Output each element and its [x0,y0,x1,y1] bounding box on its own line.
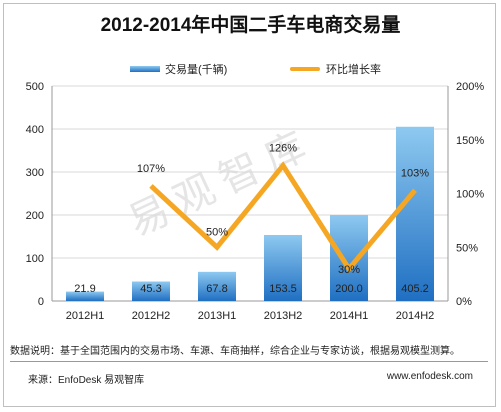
x-tick-label: 2012H1 [66,310,105,322]
growth-rate-label: 30% [338,264,360,276]
growth-rate-label: 107% [137,163,165,175]
y-left-tick-label: 300 [26,167,44,179]
y-left-tick-label: 100 [26,253,44,265]
bar [66,291,104,301]
bar-value-label: 45.3 [140,283,161,295]
chart-title: 2012-2014年中国二手车电商交易量 [100,15,401,36]
legend-bar-entry: 交易量(千辆) [130,62,227,76]
x-tick-label: 2013H2 [264,310,303,322]
legend-line-label: 环比增长率 [326,64,381,76]
legend-line-entry: 环比增长率 [290,62,381,76]
website-text: www.enfodesk.com [386,371,473,382]
bar-value-label: 405.2 [401,283,429,295]
legend-line-swatch [290,67,320,71]
bar-value-label: 21.9 [74,283,95,295]
data-note: 数据说明：基于全国范围内的交易市场、车源、车商抽样，综合企业与专家访谈，根据易观… [10,342,488,362]
bar-value-label: 200.0 [335,283,363,295]
growth-rate-label: 126% [269,143,297,155]
source-text: 来源：EnfoDesk 易观智库 [28,375,145,386]
legend-bar-label: 交易量(千辆) [165,64,228,76]
bar [132,281,170,301]
x-tick-label: 2012H2 [132,310,171,322]
y-right-tick-label: 50% [456,242,478,254]
legend-bar-swatch [130,66,160,72]
growth-rate-label: 50% [206,226,228,238]
y-left-tick-label: 0 [38,296,44,308]
y-right-tick-label: 100% [456,189,484,201]
growth-rate-label: 103% [401,167,429,179]
x-tick-label: 2014H1 [330,310,369,322]
bar [396,126,434,301]
y-right-tick-label: 200% [456,81,484,93]
bar-value-label: 153.5 [269,283,297,295]
y-left-tick-label: 400 [26,124,44,136]
y-right-tick-label: 150% [456,135,484,147]
growth-rate-line [149,161,417,273]
y-left-tick-label: 500 [26,81,44,93]
bar [330,215,368,301]
x-tick-label: 2014H2 [396,310,435,322]
y-left-tick-label: 200 [26,210,44,222]
bar-value-label: 67.8 [206,283,227,295]
y-right-tick-label: 0% [456,296,472,308]
x-tick-label: 2013H1 [198,310,237,322]
bar [198,271,236,301]
bar [264,234,302,301]
